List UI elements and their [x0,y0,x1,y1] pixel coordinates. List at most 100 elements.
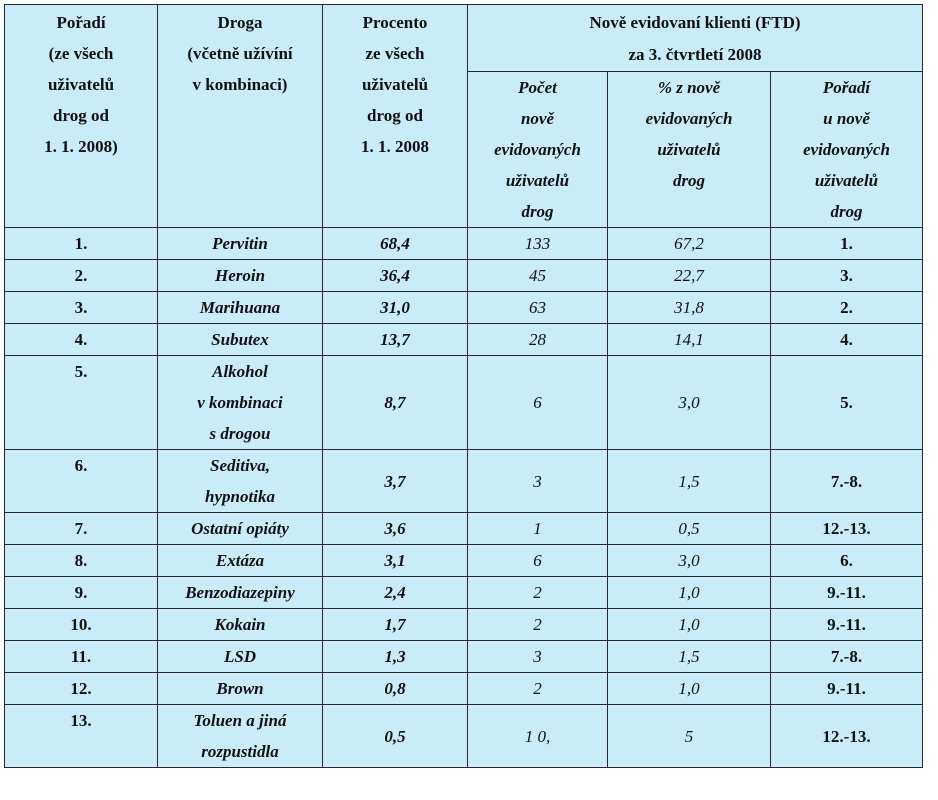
drug-cell-text: LSD [223,647,257,666]
table-row: 6. Seditiva, hypnotika 3,7 3 1,5 7.-8. [4,449,923,513]
new-count-cell: 28 [467,323,608,356]
new-count-cell: 1 [467,512,608,545]
new-rank-cell: 9.-11. [770,672,923,705]
drug-cell-text: Benzodiazepiny [185,583,295,602]
new-count-cell: 2 [467,576,608,609]
drug-cell: Benzodiazepiny [157,576,323,609]
percent-cell-text: 8,7 [384,393,406,412]
drug-cell: Seditiva, hypnotika [157,449,323,513]
new-count-cell-text: 3 [533,647,542,666]
rank-cell: 8. [4,544,158,577]
new-rank-cell-text: 7.-8. [830,647,863,666]
new-percent-cell: 1,0 [607,672,771,705]
new-rank-cell-text: 3. [840,266,853,285]
rank-cell: 1. [4,227,158,260]
new-rank-cell-text: 12.-13. [822,519,871,538]
new-count-cell-text: 133 [524,234,551,253]
table-row: 11. LSD 1,3 3 1,5 7.-8. [4,640,923,673]
new-rank-cell: 9.-11. [770,576,923,609]
rank-cell: 2. [4,259,158,292]
percent-cell: 1,3 [322,640,468,673]
new-count-cell: 133 [467,227,608,260]
rank-cell-text: 13. [70,711,92,730]
new-rank-cell-text: 7.-8. [830,471,863,491]
table-header: Pořadí (ze všech uživatelů drog od 1. 1.… [4,4,923,228]
new-rank-cell-text: 9.-11. [827,615,866,634]
percent-cell: 3,6 [322,512,468,545]
rank-cell: 5. [4,355,158,450]
drug-cell: Ostatní opiáty [157,512,323,545]
new-percent-cell-text: 1,0 [678,615,700,634]
percent-cell: 68,4 [322,227,468,260]
new-percent-cell: 22,7 [607,259,771,292]
new-rank-cell: 12.-13. [770,512,923,545]
table-body: 1. Pervitin 68,4 133 67,2 1. 2. Heroin 36,4 45 22,… [4,227,923,768]
new-percent-cell: 1,0 [607,576,771,609]
rank-cell-text: 11. [70,647,92,666]
table-row: 1. Pervitin 68,4 133 67,2 1. [4,227,923,260]
percent-cell: 1,7 [322,608,468,641]
new-percent-cell: 3,0 [607,544,771,577]
drug-cell: Marihuana [157,291,323,324]
new-rank-cell: 7.-8. [770,449,923,513]
new-rank-cell-text: 1. [840,234,853,253]
header-new-percent: % z nově evidovaných uživatelů drog [607,71,771,228]
new-count-cell: 45 [467,259,608,292]
drug-cell: Alkohol v kombinaci s drogou [157,355,323,450]
drug-cell-text: Toluen a jiná rozpustidla [193,711,287,761]
new-percent-cell: 0,5 [607,512,771,545]
drug-cell-text: Subutex [211,330,269,349]
drug-cell-text: Marihuana [199,298,281,317]
new-rank-cell: 4. [770,323,923,356]
percent-cell-text: 68,4 [380,234,410,253]
new-rank-cell: 1. [770,227,923,260]
new-count-cell-text: 6 [533,551,542,570]
new-count-cell: 6 [467,355,608,450]
table-row: 8. Extáza 3,1 6 3,0 6. [4,544,923,577]
new-count-cell-text: 2 [533,615,542,634]
drug-cell: Subutex [157,323,323,356]
percent-cell-text: 1,3 [384,647,406,666]
header-new-count: Počet nově evidovaných uživatelů drog [467,71,608,228]
rank-cell: 6. [4,449,158,513]
rank-cell-text: 2. [74,266,88,285]
new-percent-cell: 5 [607,704,771,768]
drug-cell: Kokain [157,608,323,641]
drug-cell: Pervitin [157,227,323,260]
new-percent-cell: 14,1 [607,323,771,356]
new-count-cell-text: 28 [529,330,546,349]
new-percent-cell-text: 1,5 [678,647,700,666]
drug-cell: Brown [157,672,323,705]
new-count-cell-text: 2 [533,679,542,698]
percent-cell-text: 3,7 [384,471,406,491]
header-percent: Procento ze všech uživatelů drog od 1. 1… [322,4,468,228]
rank-cell-text: 3. [74,298,88,317]
drug-cell: Extáza [157,544,323,577]
new-count-cell: 63 [467,291,608,324]
percent-cell-text: 13,7 [380,330,410,349]
new-rank-cell-text: 5. [840,393,853,412]
new-percent-cell-text: 31,8 [674,298,704,317]
new-percent-cell-text: 22,7 [674,266,704,285]
new-rank-cell: 12.-13. [770,704,923,768]
new-percent-cell-text: 0,5 [678,519,700,538]
percent-cell: 0,5 [322,704,468,768]
percent-cell-text: 3,6 [384,519,406,538]
rank-cell: 9. [4,576,158,609]
table-row: 4. Subutex 13,7 28 14,1 4. [4,323,923,356]
new-count-cell: 3 [467,449,608,513]
rank-cell-text: 12. [70,679,92,698]
table-row: 3. Marihuana 31,0 63 31,8 2. [4,291,923,324]
percent-cell-text: 0,8 [384,679,406,698]
percent-cell: 0,8 [322,672,468,705]
drug-cell-text: Kokain [214,615,266,634]
new-rank-cell-text: 12.-13. [822,726,871,746]
table-row: 7. Ostatní opiáty 3,6 1 0,5 12.-13. [4,512,923,545]
new-percent-cell-text: 67,2 [674,234,704,253]
new-count-cell: 2 [467,672,608,705]
rank-cell: 12. [4,672,158,705]
drug-cell-text: Alkohol v kombinaci s drogou [197,362,283,443]
new-percent-cell: 67,2 [607,227,771,260]
rank-cell-text: 7. [74,519,88,538]
drug-cell: Toluen a jiná rozpustidla [157,704,323,768]
